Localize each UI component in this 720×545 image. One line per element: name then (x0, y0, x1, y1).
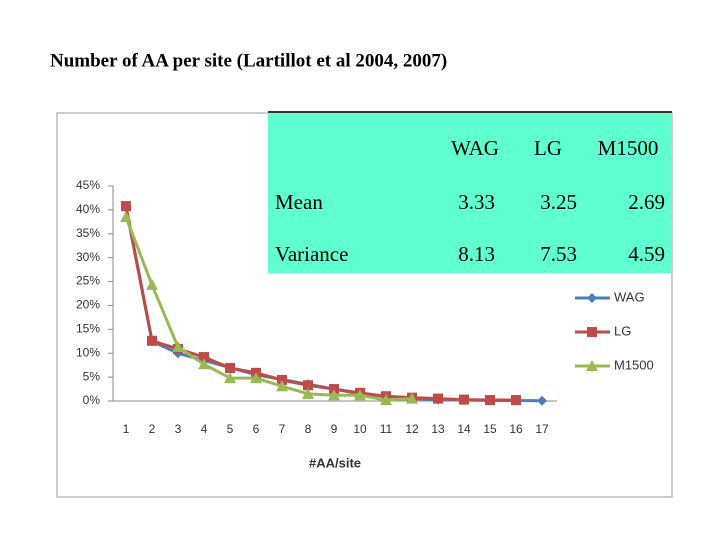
x-axis-label: #AA/site (309, 455, 361, 470)
x-tick-label: 14 (457, 422, 471, 436)
x-tick-label: 16 (509, 422, 523, 436)
y-tick-label: 15% (76, 322, 100, 336)
table-cell: 3.33 (458, 190, 495, 214)
data-point (277, 374, 287, 385)
x-tick-label: 4 (201, 422, 208, 436)
x-tick-label: 9 (331, 422, 338, 436)
data-point (276, 380, 288, 392)
x-tick-label: 10 (353, 422, 367, 436)
x-tick-label: 7 (279, 422, 286, 436)
data-point (302, 387, 314, 399)
x-tick-label: 5 (227, 422, 234, 436)
table-row-label: Mean (275, 190, 323, 214)
table-cell: 3.25 (540, 190, 577, 214)
y-tick-label: 35% (76, 226, 100, 240)
x-tick-label: 6 (253, 422, 260, 436)
data-point (485, 395, 495, 406)
table-background (268, 113, 672, 273)
table-cell: 4.59 (628, 242, 665, 266)
x-tick-label: 3 (175, 422, 182, 436)
x-tick-label: 1 (123, 422, 130, 436)
y-tick-label: 25% (76, 274, 100, 288)
table-row-label: Variance (275, 242, 348, 266)
y-tick-label: 20% (76, 298, 100, 312)
legend-marker (587, 293, 597, 303)
x-tick-label: 12 (405, 422, 419, 436)
data-point (199, 352, 209, 363)
series-line (124, 205, 516, 402)
x-tick-label: 17 (535, 422, 549, 436)
series-line (124, 216, 413, 402)
table-header: WAG (451, 136, 499, 160)
data-point (354, 389, 366, 401)
data-point (537, 395, 547, 406)
data-point (147, 335, 157, 346)
data-point (120, 211, 132, 223)
legend-label: LG (614, 323, 631, 338)
legend-marker (587, 327, 597, 337)
data-point (172, 341, 184, 353)
data-point (225, 363, 235, 374)
y-tick-label: 30% (76, 250, 100, 264)
legend-marker (586, 360, 598, 371)
x-tick-label: 11 (380, 422, 393, 436)
data-point (511, 395, 521, 406)
y-tick-label: 40% (76, 202, 100, 216)
data-point (459, 394, 469, 405)
x-tick-label: 15 (483, 422, 497, 436)
table-cell: 8.13 (458, 242, 495, 266)
data-point (380, 394, 392, 406)
legend-label: M1500 (614, 357, 654, 372)
y-tick-label: 10% (76, 345, 100, 359)
slide-title: Number of AA per site (Lartillot et al 2… (50, 50, 447, 71)
data-point (250, 372, 262, 384)
data-point (328, 389, 340, 401)
legend-label: WAG (614, 289, 645, 304)
table-cell: 2.69 (628, 190, 665, 214)
x-tick-label: 13 (431, 422, 445, 436)
x-tick-label: 2 (149, 422, 156, 436)
data-point (329, 384, 339, 395)
data-point (433, 393, 443, 404)
data-point (198, 358, 210, 370)
table-header: M1500 (598, 136, 659, 160)
x-tick-label: 8 (305, 422, 312, 436)
data-point (121, 201, 131, 212)
data-point (224, 372, 236, 384)
y-tick-label: 45% (76, 178, 100, 192)
data-point (406, 392, 418, 404)
table-header: LG (534, 136, 562, 160)
data-point (303, 380, 313, 391)
y-tick-label: 0% (83, 393, 101, 407)
table-cell: 7.53 (540, 242, 577, 266)
y-tick-label: 5% (83, 369, 101, 383)
data-point (146, 278, 158, 290)
